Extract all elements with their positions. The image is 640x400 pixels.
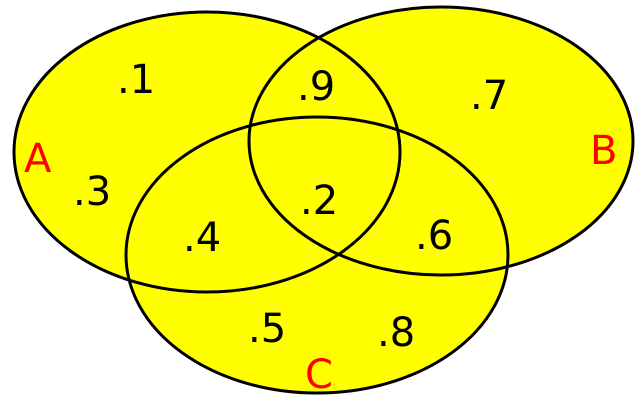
set-b-outline	[247, 5, 635, 277]
region-value-a-and-b: .9	[297, 64, 335, 110]
set-label-a: A	[24, 136, 52, 182]
set-labels: A B C	[24, 128, 617, 398]
venn-outlines	[12, 5, 635, 395]
region-value-b-and-c: .6	[415, 213, 453, 259]
region-value-a-and-c: .4	[183, 215, 221, 261]
set-c-fill	[126, 117, 508, 393]
region-value-a-b-and-c: .2	[300, 178, 338, 224]
region-value-a-only-top: .1	[117, 57, 155, 103]
venn-fills	[14, 7, 633, 393]
set-label-c: C	[305, 352, 333, 398]
region-value-c-only-left: .5	[248, 306, 286, 352]
set-c-outline	[124, 115, 510, 395]
set-a-outline	[12, 10, 402, 294]
region-value-a-only-left: .3	[73, 169, 111, 215]
region-value-b-only: .7	[470, 73, 508, 119]
region-value-c-only-right: .8	[377, 310, 415, 356]
set-label-b: B	[590, 128, 617, 174]
region-values: .1 .3 .9 .7 .2 .4 .6 .5 .8	[73, 57, 508, 356]
